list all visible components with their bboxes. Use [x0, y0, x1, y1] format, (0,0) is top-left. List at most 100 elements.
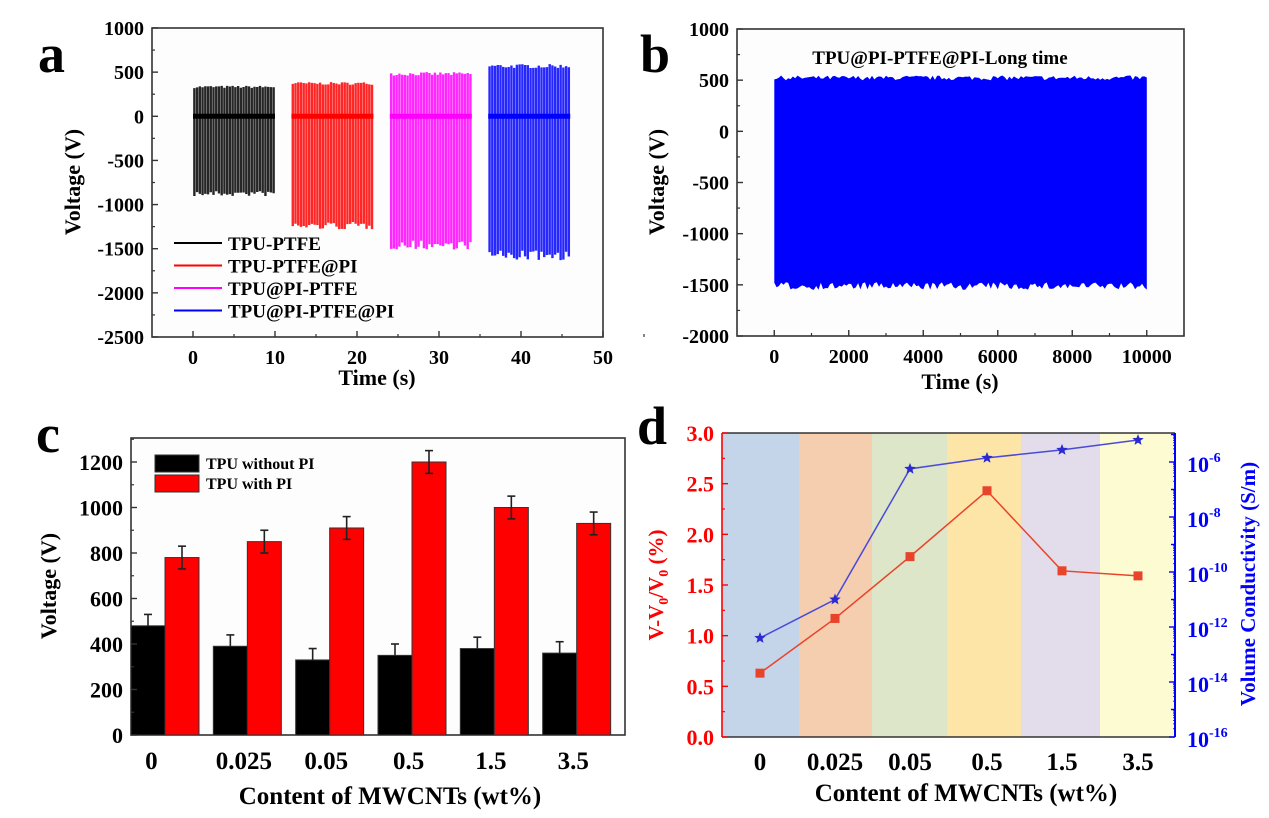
star-marker — [904, 462, 916, 474]
panel-d: d 0.00.51.01.52.02.53.010-1610-1410-1210… — [637, 396, 1260, 807]
bar — [377, 654, 413, 736]
panel-label-c: c — [36, 404, 60, 464]
x-tick-label: 0.05 — [888, 749, 932, 776]
left-y-tick-label: 2.0 — [687, 522, 715, 547]
star-marker — [1132, 434, 1144, 445]
left-y-tick-label: 1.5 — [687, 573, 715, 598]
x-tick-label: 0.5 — [971, 749, 1002, 776]
panel-b-xlabel: Time (s) — [921, 369, 998, 394]
legend-swatch — [154, 454, 200, 473]
panel-b-title: TPU@PI-PTFE@PI-Long time — [812, 48, 1067, 69]
square-marker — [905, 552, 915, 562]
panel-c-xlabel: Content of MWCNTs (wt%) — [239, 783, 542, 810]
y-tick-label: -2000 — [97, 283, 144, 305]
square-marker — [755, 668, 765, 678]
x-tick-label: 30 — [429, 347, 449, 369]
star-marker — [1056, 443, 1068, 455]
x-tick-label: 1.5 — [1046, 749, 1077, 776]
series-TPU-PTFE@PI — [291, 82, 374, 230]
x-tick-label: 40 — [511, 347, 531, 369]
x-tick-label: 0 — [769, 346, 779, 368]
series-TPU-PTFE — [193, 85, 275, 197]
x-tick-label: 50 — [593, 347, 613, 369]
panel-a: a 1000 500 0 -500 -1000 -1500 -2000 -2500 0 10 20 3… — [38, 18, 645, 390]
left-y-tick-label: 2.5 — [687, 472, 715, 497]
bar — [411, 461, 447, 736]
bar — [130, 625, 166, 736]
background-band — [1100, 433, 1175, 737]
y-tick-label: 1000 — [689, 19, 729, 41]
star-marker — [829, 593, 841, 605]
square-marker — [830, 613, 840, 623]
bar — [212, 645, 248, 736]
panel-b-plot-area: 1000 500 0 -500 -1000 -1500 -2000 0 2000 4000 6000… — [682, 19, 1185, 368]
y-tick-label: 600 — [90, 587, 123, 612]
y-tick-label: 0 — [112, 723, 123, 748]
left-y-tick-label: 0.5 — [687, 674, 715, 699]
panel-d-ylabel-left: V-V0/V0 (%) — [644, 529, 672, 640]
left-y-tick-label: 3.0 — [687, 421, 715, 446]
exponent: -14 — [1209, 671, 1228, 686]
x-tick-label: 0.025 — [216, 748, 272, 775]
panel-c-plot-area: 0 0.025 0.05 0.5 1.5 3.5 0 200 400 600 800 1000 1200 — [79, 437, 626, 775]
bar — [576, 522, 612, 736]
exponent: -8 — [1209, 506, 1221, 521]
y-tick-label: 1000 — [79, 496, 123, 521]
panel-b: b 1000 500 0 -500 -1000 -1500 -2000 0 2000 4000 60… — [640, 19, 1185, 394]
voltage-change-line — [759, 489, 1139, 674]
legend-label: TPU@PI-PTFE@PI — [228, 302, 394, 323]
x-tick-label: 2000 — [829, 346, 869, 368]
star-marker — [754, 632, 766, 643]
y-tick-label: 800 — [90, 541, 123, 566]
legend-label: TPU with PI — [206, 476, 292, 493]
series-TPU@PI-PTFE — [389, 72, 472, 250]
signal-envelope — [774, 75, 1147, 290]
y-tick-label: 500 — [699, 70, 729, 92]
panel-a-legend: TPU-PTFETPU-PTFE@PITPU@PI-PTFETPU@PI-PTF… — [174, 234, 394, 323]
panel-a-ylabel: Voltage (V) — [60, 129, 85, 235]
panel-label-a: a — [38, 24, 65, 84]
panel-d-ylabel-right: Volume Conductivity (S/m) — [1236, 462, 1260, 706]
series-TPU@PI-PTFE@PI — [488, 64, 571, 261]
bar — [329, 527, 365, 736]
panel-a-plot-area: 1000 500 0 -500 -1000 -1500 -2000 -2500 0 10 20 30 4… — [97, 18, 645, 369]
y-tick-label: -1500 — [682, 275, 729, 297]
exponent: -10 — [1209, 561, 1228, 576]
square-marker — [1133, 571, 1143, 581]
y-tick-label: -1000 — [682, 224, 729, 246]
conductivity-line — [759, 439, 1139, 639]
panel-c-ylabel: Voltage (V) — [36, 533, 61, 639]
panel-d-plot-area: 0.00.51.01.52.02.53.010-1610-1410-1210-1… — [687, 421, 1228, 776]
background-band — [872, 433, 947, 737]
x-tick-label: 0.05 — [304, 748, 348, 775]
y-tick-label: -500 — [107, 150, 144, 172]
panel-a-xlabel: Time (s) — [338, 365, 415, 390]
x-tick-label: 0 — [188, 347, 198, 369]
left-y-tick-label: 0.0 — [687, 725, 715, 750]
bar — [493, 507, 529, 736]
panel-d-xlabel: Content of MWCNTs (wt%) — [815, 780, 1118, 807]
bar — [246, 541, 282, 736]
panel-label-b: b — [640, 24, 670, 84]
x-tick-label: 3.5 — [1122, 749, 1153, 776]
y-tick-label: 200 — [90, 678, 123, 703]
x-tick-label: 20 — [347, 347, 367, 369]
x-tick-label: 10000 — [1122, 346, 1172, 368]
legend-label: TPU@PI-PTFE — [228, 279, 358, 300]
y-tick-label: 1200 — [79, 450, 123, 475]
panel-label-d: d — [637, 396, 667, 456]
x-tick-label: 0 — [754, 749, 767, 776]
square-marker — [1057, 566, 1067, 576]
x-tick-label: 4000 — [903, 346, 943, 368]
background-band — [722, 433, 799, 737]
star-marker — [981, 451, 993, 463]
x-tick-label: 1.5 — [475, 748, 506, 775]
y-tick-label: -2000 — [682, 326, 729, 348]
panel-b-ylabel: Voltage (V) — [644, 129, 669, 235]
square-marker — [982, 486, 992, 496]
exponent: -12 — [1209, 616, 1228, 631]
background-band — [799, 433, 872, 737]
y-tick-label: -1000 — [97, 195, 144, 217]
y-tick-label: 0 — [719, 121, 729, 143]
